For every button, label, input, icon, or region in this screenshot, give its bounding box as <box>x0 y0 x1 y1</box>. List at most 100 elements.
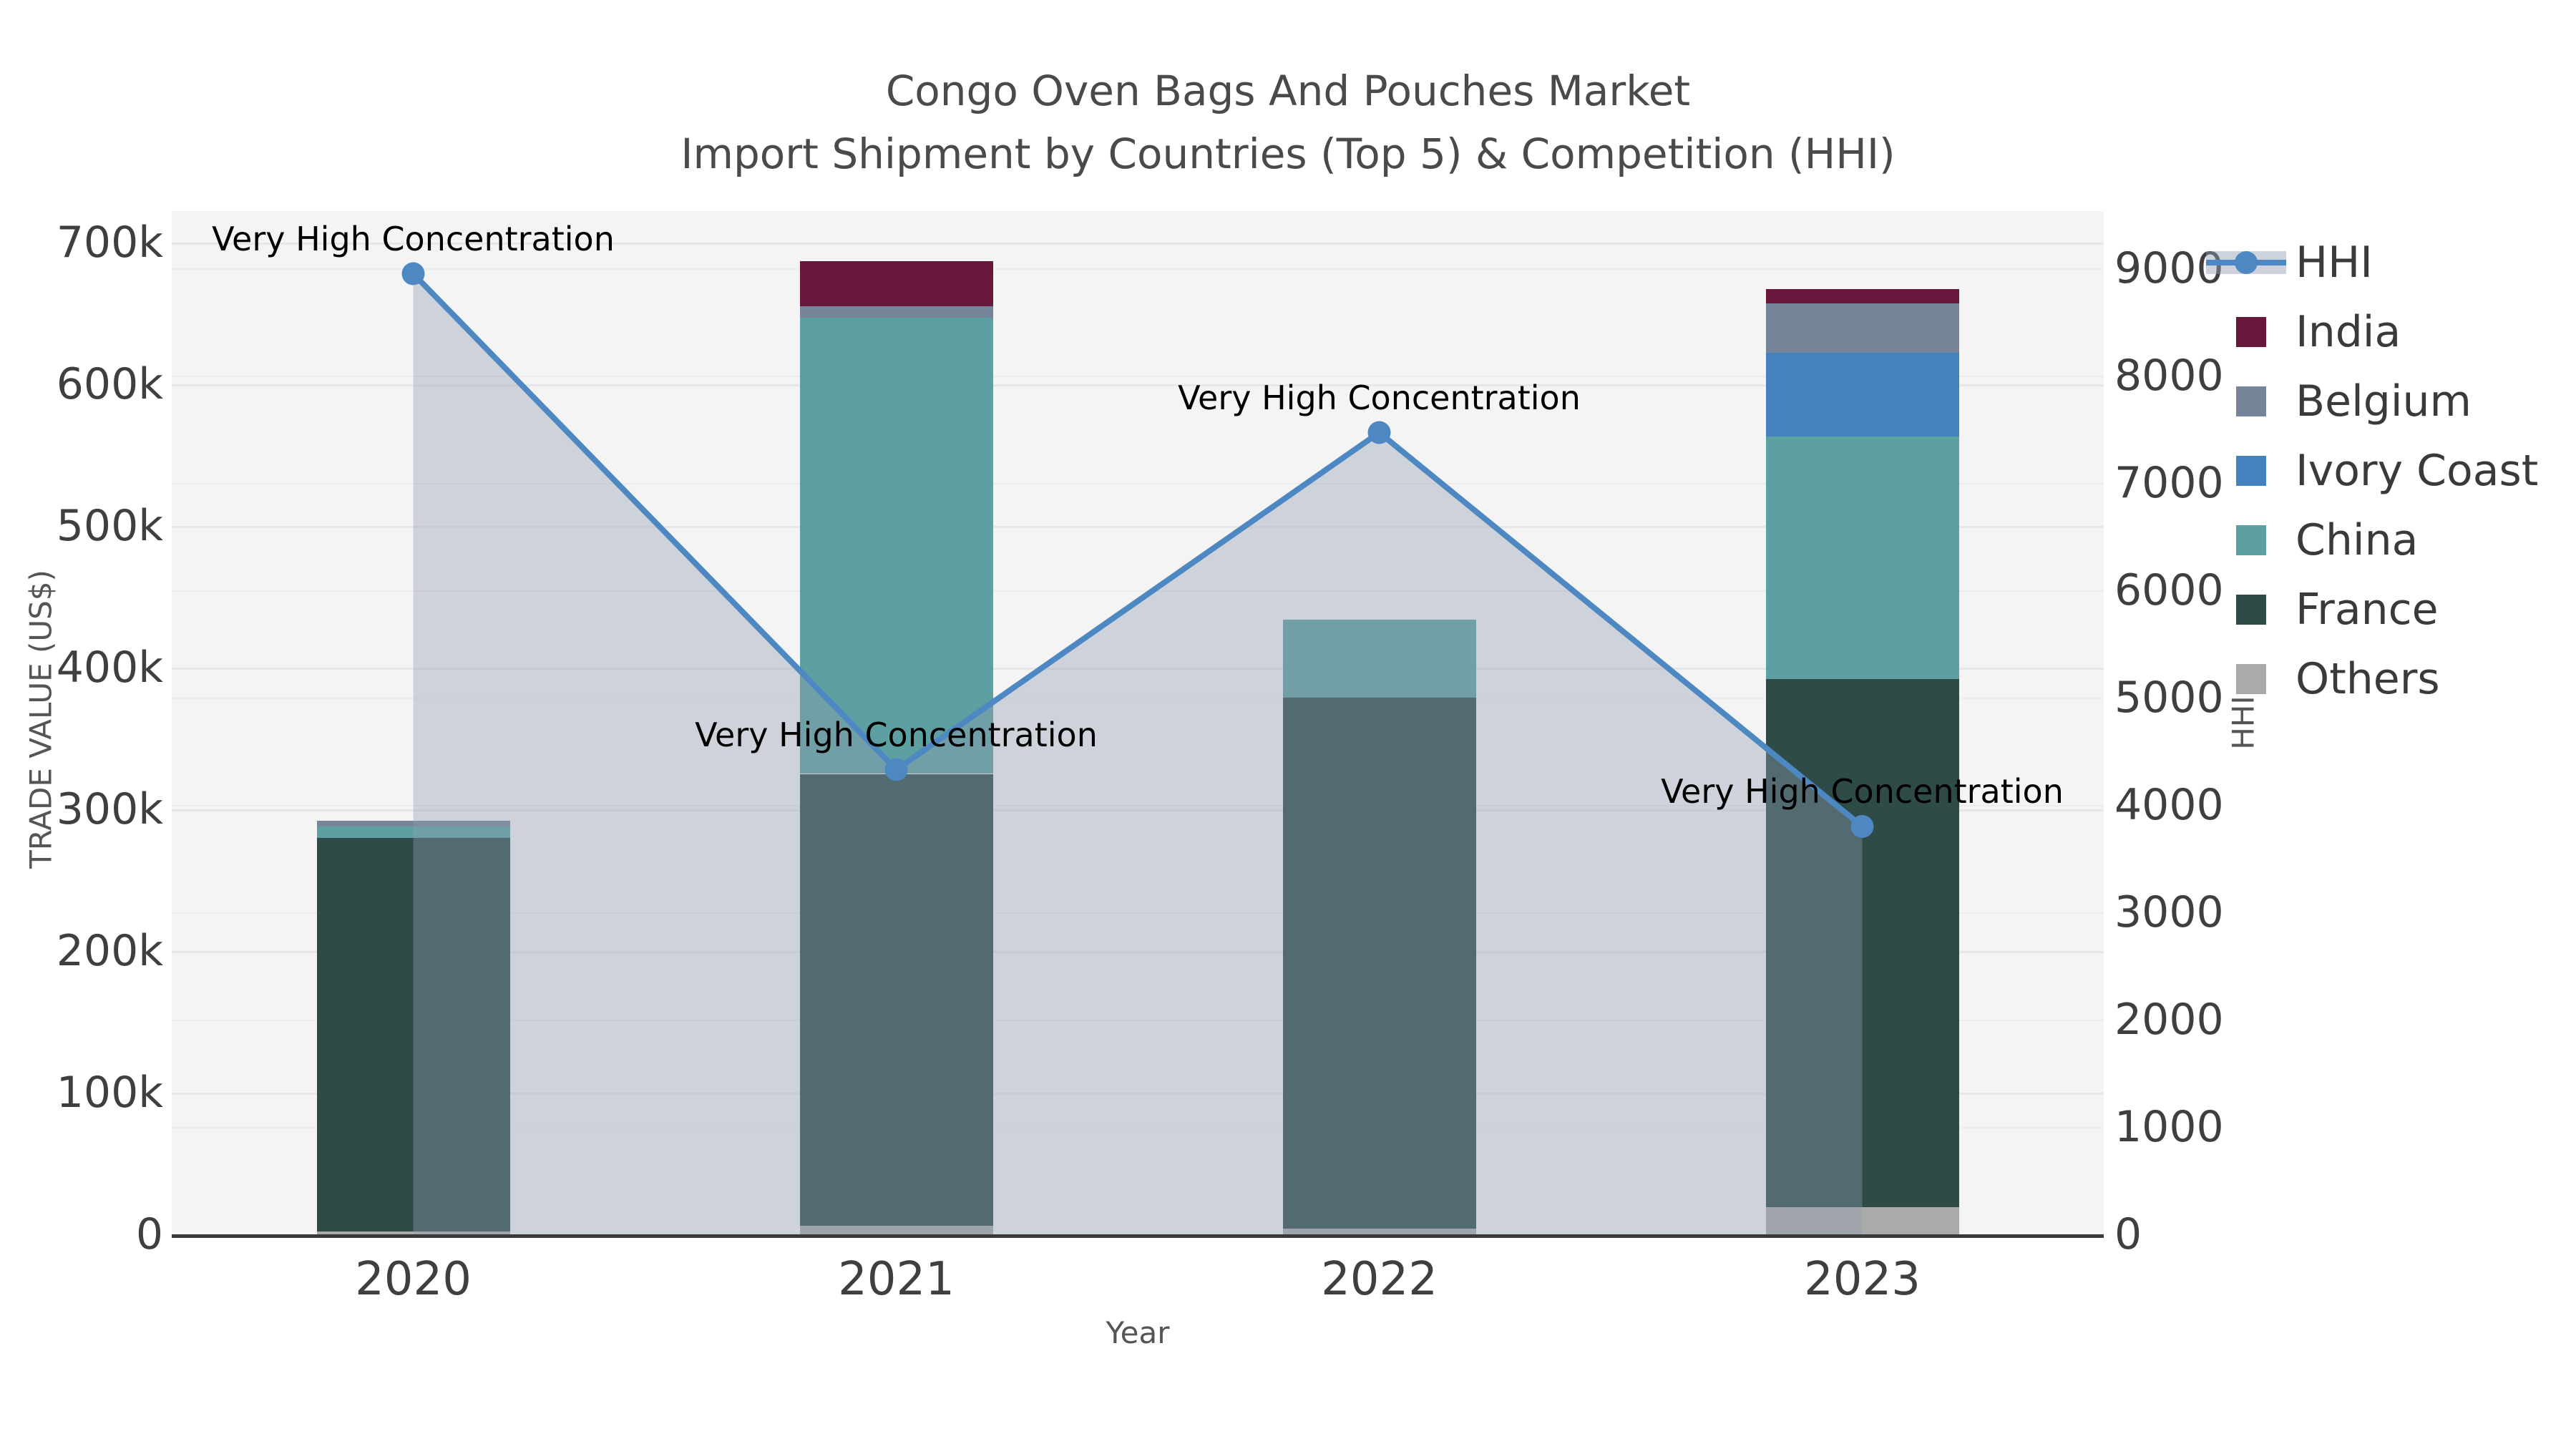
legend-label: Belgium <box>2296 376 2472 426</box>
legend-hhi-dot-sample <box>2235 251 2258 274</box>
y1-gridline <box>172 526 2104 528</box>
x-tick-label: 2021 <box>838 1253 955 1306</box>
bar-segment-china <box>799 317 993 774</box>
y2-gridline <box>172 912 2104 914</box>
legend-swatch <box>2206 436 2296 505</box>
bar-segment-others <box>799 1226 993 1234</box>
bar-segment-ivory-coast <box>1765 353 1959 437</box>
legend-item-others: Others <box>2206 644 2538 713</box>
bar-segment-belgium <box>799 306 993 318</box>
hhi-line <box>411 271 1865 829</box>
bar-segment-india <box>1765 289 1959 304</box>
y1-gridline <box>172 243 2104 245</box>
legend-item-hhi: HHI <box>2206 228 2538 297</box>
x-tick-label: 2020 <box>355 1253 472 1306</box>
y1-axis-title: TRADE VALUE (US$) <box>23 570 59 869</box>
bar-segment-china <box>1765 436 1959 679</box>
x-tick-label: 2023 <box>1804 1253 1921 1306</box>
hhi-annotation: Very High Concentration <box>1661 772 2064 811</box>
legend-swatch <box>2206 644 2296 713</box>
bar-segment-belgium <box>316 820 510 826</box>
hhi-annotation: Very High Concentration <box>1178 378 1581 417</box>
y2-tick-label: 5000 <box>2114 673 2224 723</box>
legend-line-marker <box>2206 228 2296 297</box>
bar-segment-france <box>1765 678 1959 1208</box>
y1-tick-label: 400k <box>56 643 163 693</box>
y2-gridline <box>172 268 2104 270</box>
bar-segment-france <box>799 774 993 1226</box>
hhi-annotation: Very High Concentration <box>695 715 1098 754</box>
legend-swatch <box>2206 297 2296 366</box>
y1-tick-label: 600k <box>56 359 163 409</box>
y2-gridline <box>172 698 2104 699</box>
bar-segment-others <box>1765 1207 1959 1234</box>
y2-tick-label: 8000 <box>2114 351 2224 401</box>
y2-gridline <box>172 590 2104 592</box>
y2-tick-label: 3000 <box>2114 887 2224 937</box>
y1-tick-label: 0 <box>135 1209 163 1259</box>
bar-segment-others <box>316 1231 510 1234</box>
y1-tick-label: 200k <box>56 926 163 976</box>
bar-segment-belgium <box>1765 303 1959 353</box>
y2-tick-label: 1000 <box>2114 1102 2224 1152</box>
hhi-marker <box>1850 815 1874 838</box>
bar-segment-india <box>799 260 993 307</box>
y1-gridline <box>172 668 2104 670</box>
x-axis-line <box>172 1234 2104 1238</box>
legend-color-swatch <box>2236 595 2266 625</box>
x-axis-title: Year <box>1106 1315 1170 1350</box>
bar-segment-china <box>316 826 510 838</box>
legend-label: India <box>2296 306 2401 357</box>
legend-item-ivory-coast: Ivory Coast <box>2206 436 2538 505</box>
y2-tick-label: 6000 <box>2114 565 2224 615</box>
y2-tick-label: 0 <box>2114 1209 2142 1259</box>
hhi-area-fill <box>413 273 1863 1234</box>
y2-gridline <box>172 1020 2104 1021</box>
y1-gridline <box>172 384 2104 386</box>
bar-segment-others <box>1282 1229 1476 1234</box>
y1-gridline <box>172 1093 2104 1095</box>
hhi-marker <box>884 758 908 781</box>
y1-tick-label: 100k <box>56 1068 163 1118</box>
legend-swatch <box>2206 366 2296 436</box>
chart-title-line1: Congo Oven Bags And Pouches Market <box>885 67 1691 115</box>
y2-tick-label: 9000 <box>2114 243 2224 293</box>
legend-label: France <box>2296 584 2439 635</box>
legend-color-swatch <box>2236 456 2266 486</box>
y2-gridline <box>172 1127 2104 1128</box>
legend-swatch <box>2206 505 2296 575</box>
y1-gridline <box>172 809 2104 811</box>
bar-segment-china <box>1282 619 1476 698</box>
y2-tick-label: 7000 <box>2114 458 2224 508</box>
legend-item-belgium: Belgium <box>2206 366 2538 436</box>
legend: HHI India Belgium Ivory Coast China France Oth… <box>2206 228 2538 713</box>
legend-item-france: France <box>2206 575 2538 644</box>
y1-tick-label: 300k <box>56 784 163 834</box>
y1-tick-label: 700k <box>56 218 163 268</box>
legend-label: Others <box>2296 653 2440 704</box>
y2-gridline <box>172 805 2104 806</box>
hhi-marker <box>1367 421 1391 444</box>
chart-title-line2: Import Shipment by Countries (Top 5) & C… <box>680 130 1896 178</box>
y2-tick-label: 4000 <box>2114 780 2224 830</box>
x-tick-label: 2022 <box>1321 1253 1438 1306</box>
legend-color-swatch <box>2236 317 2266 347</box>
bar-segment-france <box>1282 697 1476 1229</box>
hhi-annotation: Very High Concentration <box>212 219 615 258</box>
legend-label: Ivory Coast <box>2296 445 2539 496</box>
hhi-marker <box>401 262 425 286</box>
bar-segment-france <box>316 837 510 1232</box>
y1-tick-label: 500k <box>56 501 163 551</box>
legend-swatch <box>2206 575 2296 644</box>
y2-tick-label: 2000 <box>2114 995 2224 1045</box>
legend-item-china: China <box>2206 505 2538 575</box>
y2-gridline <box>172 483 2104 484</box>
legend-item-india: India <box>2206 297 2538 366</box>
legend-label: China <box>2296 514 2419 565</box>
legend-label: HHI <box>2296 237 2373 288</box>
legend-color-swatch <box>2236 525 2266 555</box>
legend-color-swatch <box>2236 386 2266 416</box>
y1-gridline <box>172 951 2104 953</box>
